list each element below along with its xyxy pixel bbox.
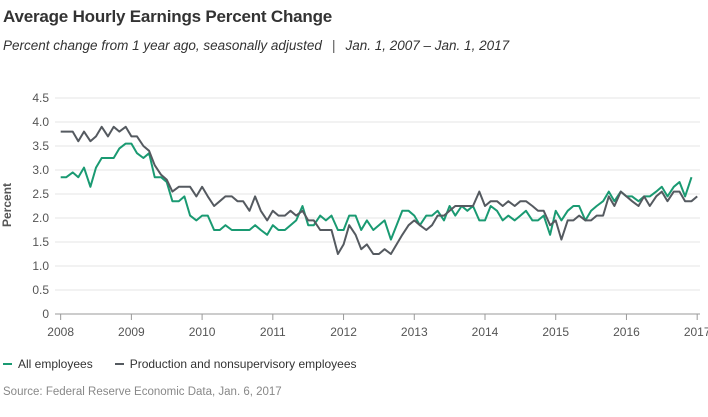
y-tick-label: 0.5 xyxy=(32,283,49,297)
legend-swatch-production-employees xyxy=(114,363,124,365)
x-tick-label: 2014 xyxy=(472,325,499,339)
chart-title: Average Hourly Earnings Percent Change xyxy=(3,7,333,26)
series-line-all-employees xyxy=(60,142,693,241)
subtitle-separator: | xyxy=(331,38,336,53)
y-tick-label: 2.0 xyxy=(32,211,49,225)
x-tick-label: 2013 xyxy=(401,325,428,339)
x-tick-label: 2016 xyxy=(613,325,640,339)
series-line-production-employees xyxy=(60,125,698,255)
y-tick-label: 4.0 xyxy=(32,115,49,129)
y-axis-label: Percent xyxy=(0,183,14,227)
x-axis-ticks: 2008 2009 2010 2011 2012 2013 2014 2015 2016 2017 xyxy=(47,314,708,339)
y-tick-label: 1.5 xyxy=(32,235,49,249)
gridlines xyxy=(55,97,700,291)
legend-label-all-employees: All employees xyxy=(18,357,93,371)
y-tick-label: 1.0 xyxy=(32,259,49,273)
y-tick-label: 2.5 xyxy=(32,187,49,201)
x-tick-label: 2009 xyxy=(118,325,145,339)
y-tick-label: 3.5 xyxy=(32,139,49,153)
x-tick-label: 2015 xyxy=(542,325,569,339)
y-tick-label: 0 xyxy=(42,307,49,321)
legend-item-production-employees: Production and nonsupervisory employees xyxy=(114,357,357,371)
series-lines xyxy=(60,125,698,255)
y-tick-label: 3.0 xyxy=(32,163,49,177)
subtitle-date-range: Jan. 1, 2007 – Jan. 1, 2017 xyxy=(345,38,510,53)
legend-item-all-employees: All employees xyxy=(3,357,93,371)
x-tick-label: 2010 xyxy=(189,325,216,339)
source-note: Source: Federal Reserve Economic Data, J… xyxy=(3,386,282,398)
chart-subtitle: Percent change from 1 year ago, seasonal… xyxy=(3,38,509,53)
legend-swatch-all-employees xyxy=(3,363,12,365)
x-tick-label: 2017 xyxy=(684,325,708,339)
legend-label-production-employees: Production and nonsupervisory employees xyxy=(129,357,357,371)
x-tick-label: 2011 xyxy=(260,325,286,339)
x-tick-label: 2008 xyxy=(47,325,74,339)
y-axis-ticks: 0 0.5 1.0 1.5 2.0 2.5 3.0 3.5 4.0 4.5 xyxy=(32,91,49,321)
y-tick-label: 4.5 xyxy=(32,91,49,105)
x-tick-label: 2012 xyxy=(330,325,357,339)
subtitle-measure: Percent change from 1 year ago, seasonal… xyxy=(3,38,322,53)
legend: All employees Production and nonsupervis… xyxy=(3,357,379,371)
